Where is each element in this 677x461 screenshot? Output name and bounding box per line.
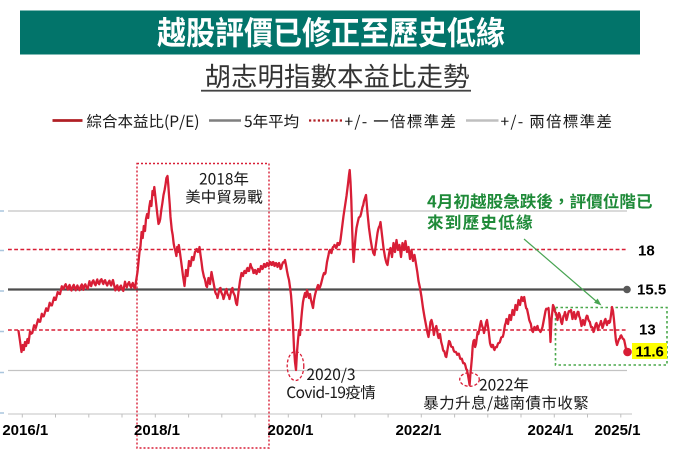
svg-text:15.5: 15.5	[637, 282, 666, 299]
svg-text:2018/1: 2018/1	[134, 422, 180, 439]
svg-text:2024/1: 2024/1	[528, 422, 574, 439]
svg-text:2025/1: 2025/1	[595, 422, 641, 439]
svg-text:18: 18	[638, 243, 655, 260]
svg-text:2020/1: 2020/1	[268, 422, 314, 439]
svg-text:2016/1: 2016/1	[2, 422, 48, 439]
svg-text:2022/1: 2022/1	[396, 422, 442, 439]
svg-text:13: 13	[639, 322, 656, 339]
svg-text:11.6: 11.6	[636, 344, 664, 361]
